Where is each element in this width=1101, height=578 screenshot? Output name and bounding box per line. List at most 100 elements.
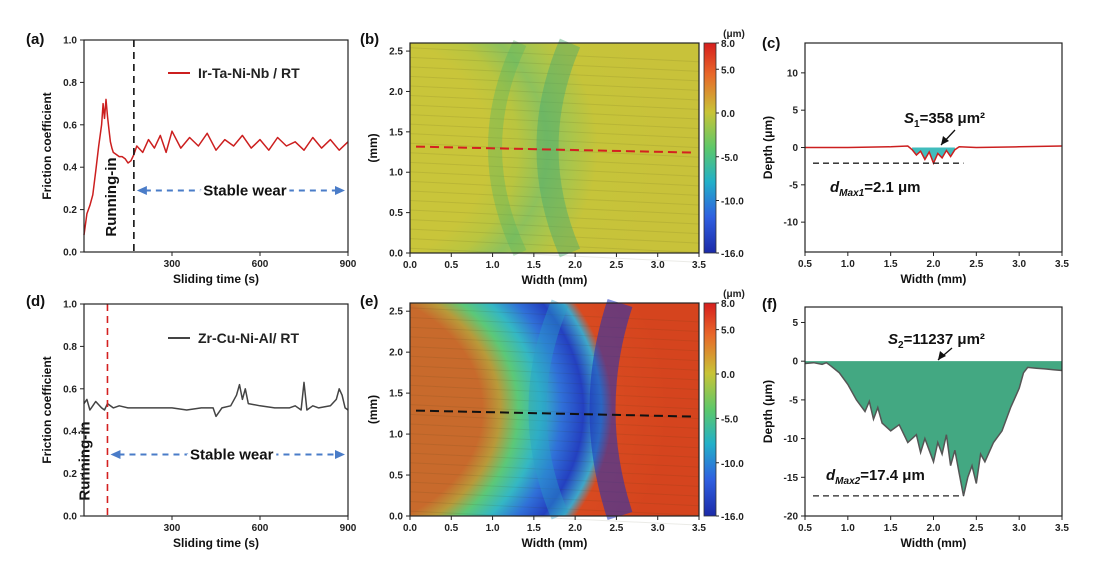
surface-texture (409, 142, 700, 158)
plot-frame-a (83, 39, 349, 253)
plot-frame-c (804, 42, 1063, 253)
surface-texture (409, 394, 700, 410)
series-line (83, 381, 349, 418)
surface-texture (409, 171, 700, 187)
x-tick-label: 1.5 (884, 259, 898, 270)
x-tick-label: 3.0 (1012, 523, 1026, 534)
panel-f: 0.5 1.0 1.5 2.0 2.5 3.0 3.5 5 0 -5 -10 -15 -20 Width … (761, 306, 1069, 550)
stable-wear-arrow-head-left (110, 450, 121, 460)
y-tick-label: 0.8 (63, 78, 77, 89)
wear-area-fill (805, 361, 1062, 496)
surface-texture (409, 462, 700, 478)
wear-area-fill (912, 147, 955, 164)
plot-frame-b (409, 42, 700, 254)
panel-b: 0.0 0.5 1.0 1.5 2.0 2.5 3.0 3.5 0.0 0.5 1.0 1.5 2.0 2… (366, 29, 745, 287)
area-value: =11237 μm² (904, 331, 985, 348)
x-tick-label: 2.0 (927, 523, 941, 534)
area-value: =358 μm² (920, 110, 985, 127)
y-tick-label: 2.5 (389, 47, 403, 58)
profile-line (415, 409, 696, 418)
surface-texture (409, 452, 700, 468)
surface-texture (409, 190, 700, 206)
panel-c: 0.5 1.0 1.5 2.0 2.5 3.0 3.5 10 5 0 -5 -10 Width (mm)… (761, 42, 1069, 286)
depth-symbol: d (826, 467, 836, 484)
surface-texture (409, 384, 700, 400)
y-axis-label: (mm) (366, 395, 380, 424)
x-axis-label: Width (mm) (901, 272, 967, 286)
surface-texture (409, 433, 700, 449)
surface-texture (409, 413, 700, 429)
surface-texture (409, 442, 700, 458)
colorbar-tick-label: 0.0 (721, 109, 735, 120)
surface-texture (409, 85, 700, 101)
x-tick-label: 2.5 (969, 523, 983, 534)
surface-texture (409, 200, 700, 215)
wear-track-band (589, 298, 633, 521)
stable-wear-label: Stable wear (203, 183, 287, 200)
colorbar-tick-label: 0.0 (721, 370, 735, 381)
area-subscript: 1 (914, 119, 920, 130)
annotation-arrowhead (938, 351, 946, 360)
colorbar-tick-label: -16.0 (721, 512, 744, 523)
surface-texture (409, 75, 700, 91)
surface-texture (409, 481, 700, 497)
x-tick-label: 300 (164, 259, 181, 270)
colorbar-unit: (μm) (723, 289, 745, 300)
surface-texture (409, 66, 700, 82)
wear-track-band (536, 38, 581, 258)
surface-texture (409, 104, 700, 120)
colorbar-tick-label: 5.0 (721, 65, 735, 76)
x-tick-label: 2.5 (969, 259, 983, 270)
x-tick-label: 1.5 (884, 523, 898, 534)
x-tick-label: 900 (340, 523, 357, 534)
depth-value: =2.1 μm (864, 179, 920, 196)
depth-subscript: Max1 (839, 188, 864, 199)
y-tick-label: 1.0 (389, 430, 403, 441)
legend-label: Zr-Cu-Ni-Al/ RT (198, 330, 300, 346)
running-in-label: Running-in (76, 421, 93, 500)
height-map-image (410, 303, 699, 516)
y-tick-label: 1.5 (389, 389, 403, 400)
panel-d: 300 600 900 0.0 0.2 0.4 0.6 0.8 1.0 Sliding time … (40, 300, 357, 551)
profile-line (415, 145, 696, 154)
stable-wear-arrow-head-left (136, 186, 147, 196)
y-tick-label: 0.8 (63, 342, 77, 353)
y-tick-label: 0.0 (389, 512, 403, 523)
max-depth-annotation: dMax2=17.4 μm (826, 467, 925, 487)
y-tick-label: 0.2 (63, 205, 77, 216)
x-tick-label: 1.5 (527, 523, 541, 534)
x-tick-label: 600 (252, 523, 269, 534)
area-annotation: S1=358 μm² (904, 110, 985, 130)
colorbar-tick-label: -10.0 (721, 197, 744, 208)
x-tick-label: 1.5 (527, 260, 541, 271)
surface-texture (409, 500, 700, 516)
surface-texture (409, 471, 700, 487)
y-tick-label: 0.4 (63, 427, 77, 438)
x-tick-label: 3.0 (651, 523, 665, 534)
y-tick-label: -5 (789, 180, 798, 191)
y-tick-label: 0.4 (63, 163, 77, 174)
x-tick-label: 0.5 (798, 523, 812, 534)
x-tick-label: 600 (252, 259, 269, 270)
x-axis-label: Sliding time (s) (173, 536, 259, 550)
y-tick-label: 0 (792, 143, 798, 154)
panel-label-e: (e) (360, 293, 378, 310)
surface-texture (409, 219, 700, 235)
surface-texture (409, 317, 700, 333)
wear-track-band (488, 39, 527, 257)
x-axis-label: Width (mm) (522, 273, 588, 287)
y-tick-label: 2.0 (389, 87, 403, 98)
x-axis-label: Width (mm) (901, 536, 967, 550)
surface-texture (409, 114, 700, 130)
surface-texture (409, 209, 700, 225)
x-tick-label: 1.0 (841, 259, 855, 270)
surface-texture (409, 404, 700, 420)
y-tick-label: 0 (792, 357, 798, 368)
y-tick-label: 1.5 (389, 127, 403, 138)
x-tick-label: 3.0 (1012, 259, 1026, 270)
surface-texture (409, 307, 700, 323)
x-tick-label: 3.0 (651, 260, 665, 271)
surface-texture (409, 161, 700, 177)
y-axis-label: Friction coefficient (40, 356, 54, 463)
y-tick-label: 0.6 (63, 384, 77, 395)
